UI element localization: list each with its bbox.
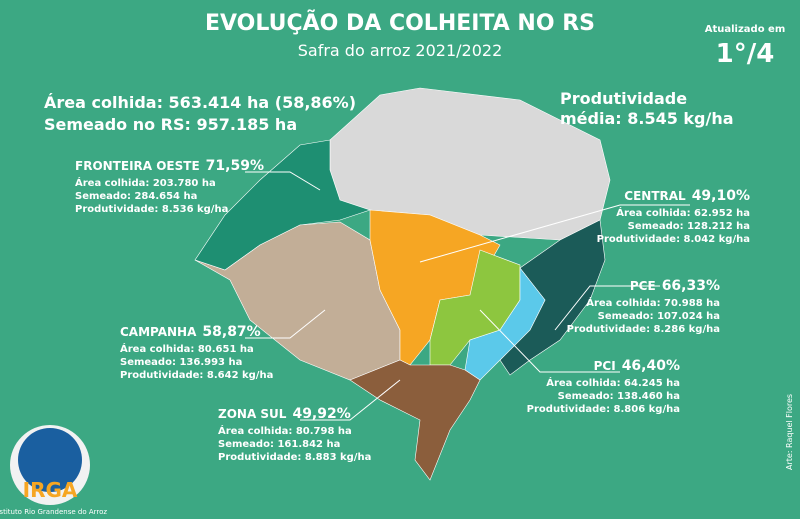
leader-lines xyxy=(245,171,690,421)
region-detail: Produtividade: 8.642 kg/ha xyxy=(120,370,273,381)
region-detail: Semeado: 136.993 ha xyxy=(120,357,242,368)
region-detail: Área colhida: 80.798 ha xyxy=(218,424,352,437)
summary: Área colhida: 563.414 ha (58,86%) xyxy=(44,93,356,112)
region-detail: Semeado: 128.212 ha xyxy=(628,221,750,232)
region-name: CENTRAL xyxy=(624,189,686,203)
summary: Semeado no RS: 957.185 ha xyxy=(44,115,297,134)
region-detail: Produtividade: 8.536 kg/ha xyxy=(75,204,228,215)
region-percent: 49,10% xyxy=(692,188,750,204)
region-detail: Área colhida: 62.952 ha xyxy=(616,206,750,219)
summary: Produtividade xyxy=(560,89,687,108)
region-detail: Semeado: 284.654 ha xyxy=(75,191,197,202)
region-detail: Semeado: 138.460 ha xyxy=(558,391,680,402)
region-detail: Semeado: 107.024 ha xyxy=(598,311,720,322)
subtitle: Safra do arroz 2021/2022 xyxy=(298,41,503,60)
update-value: 1°/4 xyxy=(716,39,775,69)
region-detail: Produtividade: 8.042 kg/ha xyxy=(597,234,750,245)
credit: Arte: Raquel Flores xyxy=(785,394,794,470)
region-percent: 49,92% xyxy=(292,406,350,422)
map xyxy=(194,87,611,481)
update-label: Atualizado em xyxy=(705,24,786,35)
region-name: CAMPANHA xyxy=(120,325,197,339)
region-detail: Área colhida: 80.651 ha xyxy=(120,342,254,355)
region-detail: Produtividade: 8.806 kg/ha xyxy=(527,404,680,415)
leader-line xyxy=(245,171,321,191)
region-detail: Semeado: 161.842 ha xyxy=(218,439,340,450)
region-name: PCE xyxy=(630,279,656,293)
logo-emblem xyxy=(18,428,82,492)
region-name: ZONA SUL xyxy=(218,407,287,421)
summary: média: 8.545 kg/ha xyxy=(560,109,734,128)
region-name: PCI xyxy=(594,359,616,373)
leader-line xyxy=(300,379,401,421)
title: EVOLUÇÃO DA COLHEITA NO RS xyxy=(205,10,595,36)
leader-line xyxy=(245,309,326,339)
leader-line xyxy=(479,309,620,373)
region-detail: Área colhida: 203.780 ha xyxy=(75,176,216,189)
leader-line xyxy=(419,204,690,263)
logo-subtitle: Instituto Rio Grandense do Arroz xyxy=(0,508,107,516)
region-percent: 66,33% xyxy=(662,278,720,294)
region-percent: 46,40% xyxy=(622,358,680,374)
region-percent: 58,87% xyxy=(202,324,260,340)
region-detail: Produtividade: 8.883 kg/ha xyxy=(218,452,371,463)
logo-name: IRGA xyxy=(23,478,78,502)
logo: IRGA Instituto Rio Grandense do Arroz xyxy=(0,425,107,516)
region-detail: Produtividade: 8.286 kg/ha xyxy=(567,324,720,335)
leader-line xyxy=(554,285,660,331)
region-detail: Área colhida: 70.988 ha xyxy=(586,296,720,309)
region-detail: Área colhida: 64.245 ha xyxy=(546,376,680,389)
region-name: FRONTEIRA OESTE xyxy=(75,159,200,173)
region-zona-sul xyxy=(349,359,481,481)
region-percent: 71,59% xyxy=(206,158,264,174)
